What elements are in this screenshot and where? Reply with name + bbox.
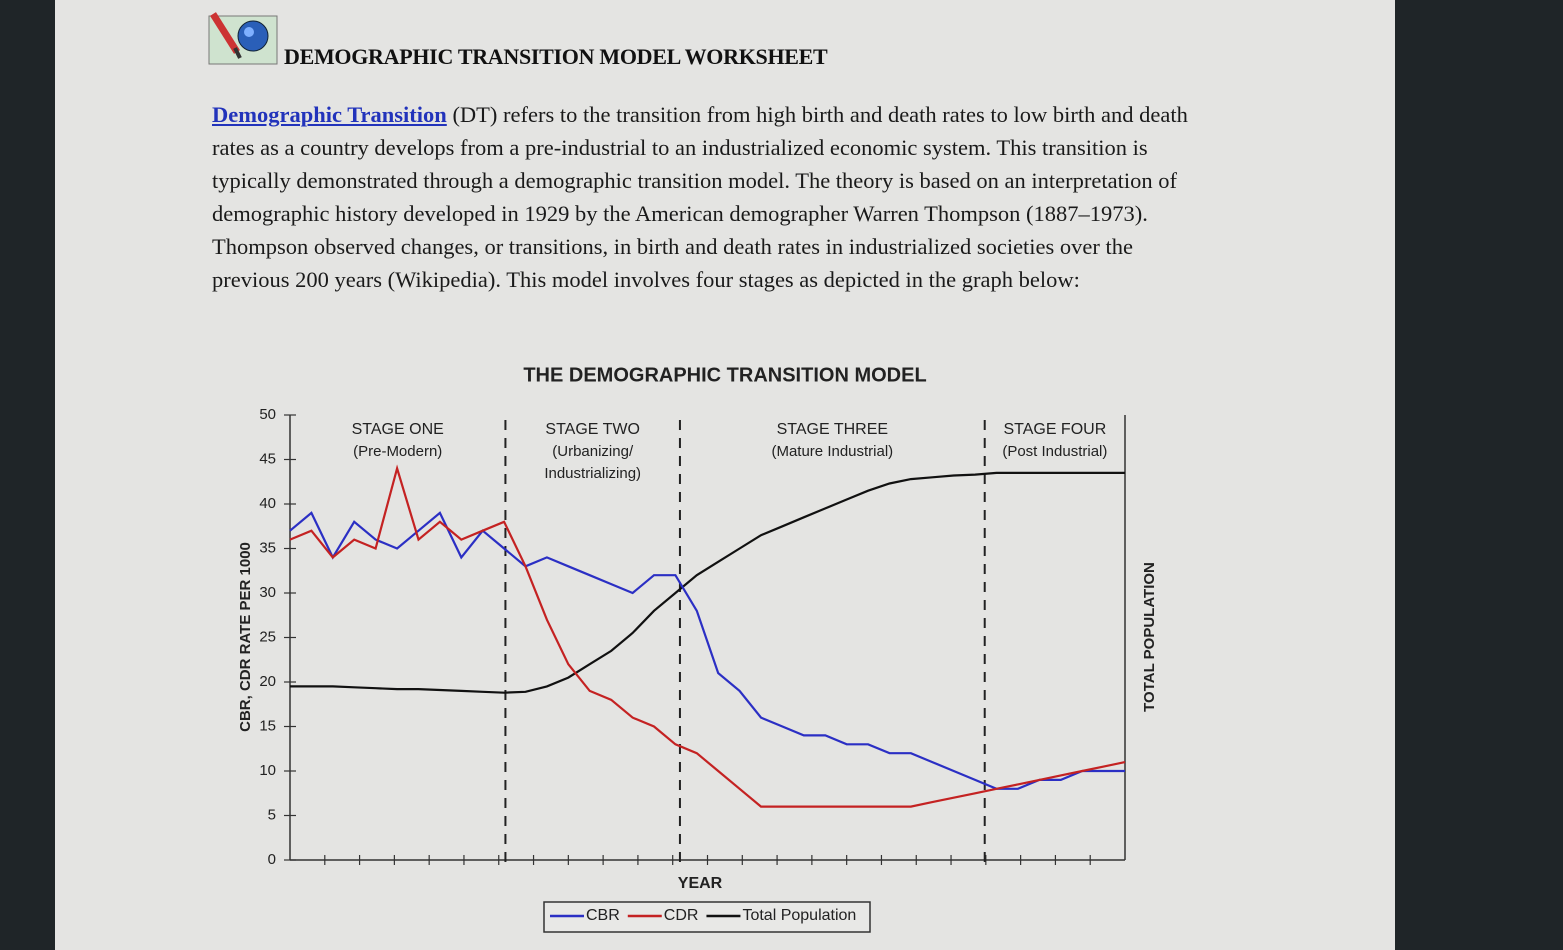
chart-title: THE DEMOGRAPHIC TRANSITION MODEL [523,364,926,386]
stage-name: STAGE TWO [545,421,640,438]
document-title: DEMOGRAPHIC TRANSITION MODEL WORKSHEET [284,44,828,69]
stage-subtitle: Industrializing) [544,465,641,482]
intro-text: (DT) refers to the transition from high … [212,102,1188,292]
worksheet-icon [208,12,278,65]
x-axis-title: YEAR [678,875,723,892]
stage-subtitle: (Pre-Modern) [353,443,442,460]
document-page [55,0,1395,950]
y-tick-label: 45 [259,450,276,467]
y-tick-label: 30 [259,584,276,601]
y-tick-label: 5 [268,806,276,823]
wiki-link[interactable]: Demographic Transition [212,102,447,127]
y2-axis-title: TOTAL POPULATION [1141,562,1158,712]
series-line [289,511,1125,790]
stage-subtitle: (Urbanizing/ [552,443,634,460]
y-axis-title: CBR, CDR RATE PER 1000 [237,542,254,732]
legend-label: Total Population [742,907,856,924]
y-tick-label: 0 [268,851,276,868]
intro-paragraph: Demographic Transition (DT) refers to th… [212,98,1212,296]
y-tick-label: 50 [259,406,276,423]
stage-name: STAGE ONE [352,421,444,438]
stage-subtitle: (Post Industrial) [1002,443,1107,460]
chart: THE DEMOGRAPHIC TRANSITION MODEL CBR, CD… [237,364,1158,933]
y-tick-label: 40 [259,495,276,512]
y-tick-label: 15 [259,717,276,734]
y-tick-label: 20 [259,673,276,690]
stage-name: STAGE THREE [777,421,888,438]
series-line [289,464,1126,808]
y-tick-label: 10 [259,762,276,779]
y-tick-label: 35 [259,539,276,556]
legend-label: CBR [586,907,620,924]
series-line [290,471,1125,694]
legend: CBR CDR Total Population [543,901,871,933]
stage-subtitle: (Mature Industrial) [771,443,893,460]
legend-label: CDR [664,907,699,924]
stage-name: STAGE FOUR [1003,421,1106,438]
y-tick-label: 25 [259,628,276,645]
